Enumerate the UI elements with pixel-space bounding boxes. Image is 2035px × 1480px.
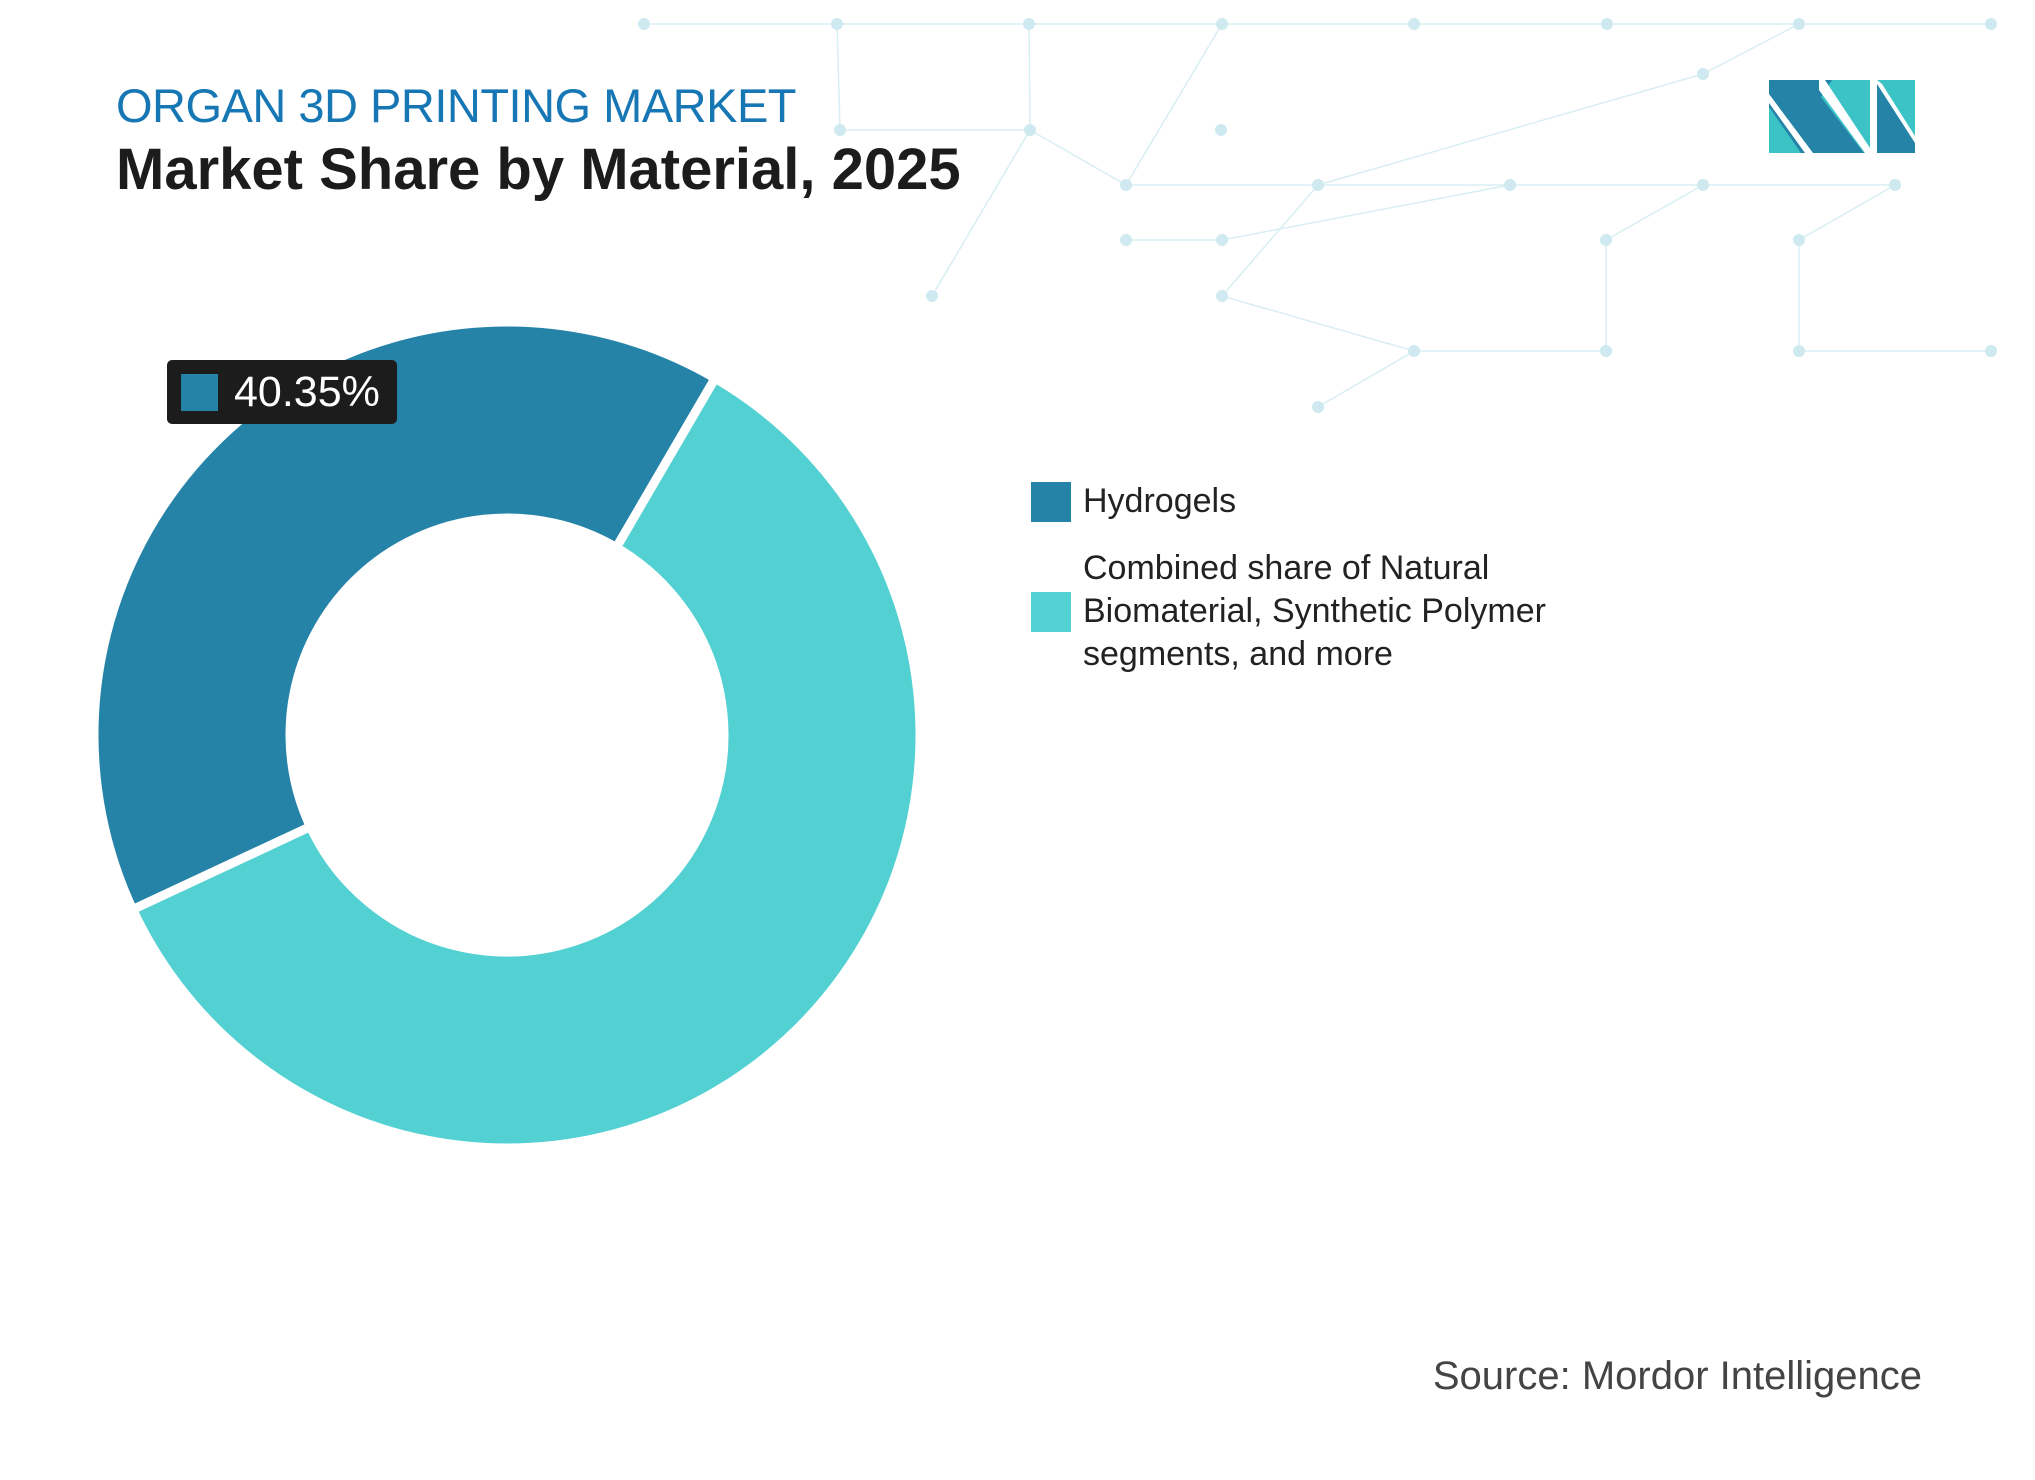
network-node	[926, 290, 938, 302]
network-line	[1029, 129, 1127, 186]
network-line	[1221, 184, 1319, 297]
network-node	[1408, 345, 1420, 357]
network-node	[1985, 18, 1997, 30]
network-node	[1504, 179, 1516, 191]
network-line	[1028, 23, 1031, 131]
callout-value: 40.35%	[234, 367, 380, 416]
network-node	[831, 18, 843, 30]
network-node	[1793, 234, 1805, 246]
network-node	[1023, 18, 1035, 30]
network-node	[1312, 179, 1324, 191]
network-node	[1408, 18, 1420, 30]
hydrogels-value-callout: 40.35%	[167, 360, 397, 424]
chart-title: Market Share by Material, 2025	[116, 137, 961, 202]
network-line	[1702, 23, 1800, 75]
network-node	[1216, 234, 1228, 246]
network-node	[1697, 179, 1709, 191]
network-node	[1216, 18, 1228, 30]
network-line	[1221, 184, 1511, 241]
legend-label: Combined share of Natural Biomaterial, S…	[1083, 549, 1546, 673]
network-node	[1889, 179, 1901, 191]
network-node	[1312, 401, 1324, 413]
network-node	[1216, 290, 1228, 302]
network-line	[1605, 184, 1704, 241]
mordor-intelligence-logo	[1769, 80, 1915, 153]
network-node	[1600, 234, 1612, 246]
network-node	[1697, 68, 1709, 80]
network-node	[1793, 18, 1805, 30]
network-line	[1317, 73, 1704, 186]
network-line	[1221, 295, 1415, 352]
legend: Hydrogels Combined share of Natural Biom…	[1031, 480, 1653, 700]
network-node	[1024, 124, 1036, 136]
network-line	[1317, 350, 1415, 408]
network-line	[1798, 184, 1896, 241]
donut-slice-hydrogels	[89, 317, 722, 916]
network-line	[836, 23, 841, 131]
network-node	[834, 124, 846, 136]
network-node	[1215, 124, 1227, 136]
network-node	[638, 18, 650, 30]
network-node	[1985, 345, 1997, 357]
network-line	[1125, 23, 1223, 186]
network-node	[1601, 18, 1613, 30]
network-node	[1120, 179, 1132, 191]
donut-slice-other	[126, 372, 925, 1153]
legend-swatch-other	[1031, 591, 1071, 632]
source-note: Source: Mordor Intelligence	[1432, 1354, 1922, 1398]
legend-swatch-hydrogels	[1031, 481, 1071, 522]
network-line	[931, 129, 1031, 297]
network-node	[1793, 345, 1805, 357]
network-node	[1120, 234, 1132, 246]
legend-item-hydrogels: Hydrogels	[1031, 480, 1653, 523]
network-node	[1600, 345, 1612, 357]
chart-subtitle: ORGAN 3D PRINTING MARKET	[116, 79, 797, 132]
legend-item-other: Combined share of Natural Biomaterial, S…	[1031, 547, 1653, 676]
callout-swatch	[181, 373, 218, 411]
legend-label: Hydrogels	[1083, 482, 1237, 520]
